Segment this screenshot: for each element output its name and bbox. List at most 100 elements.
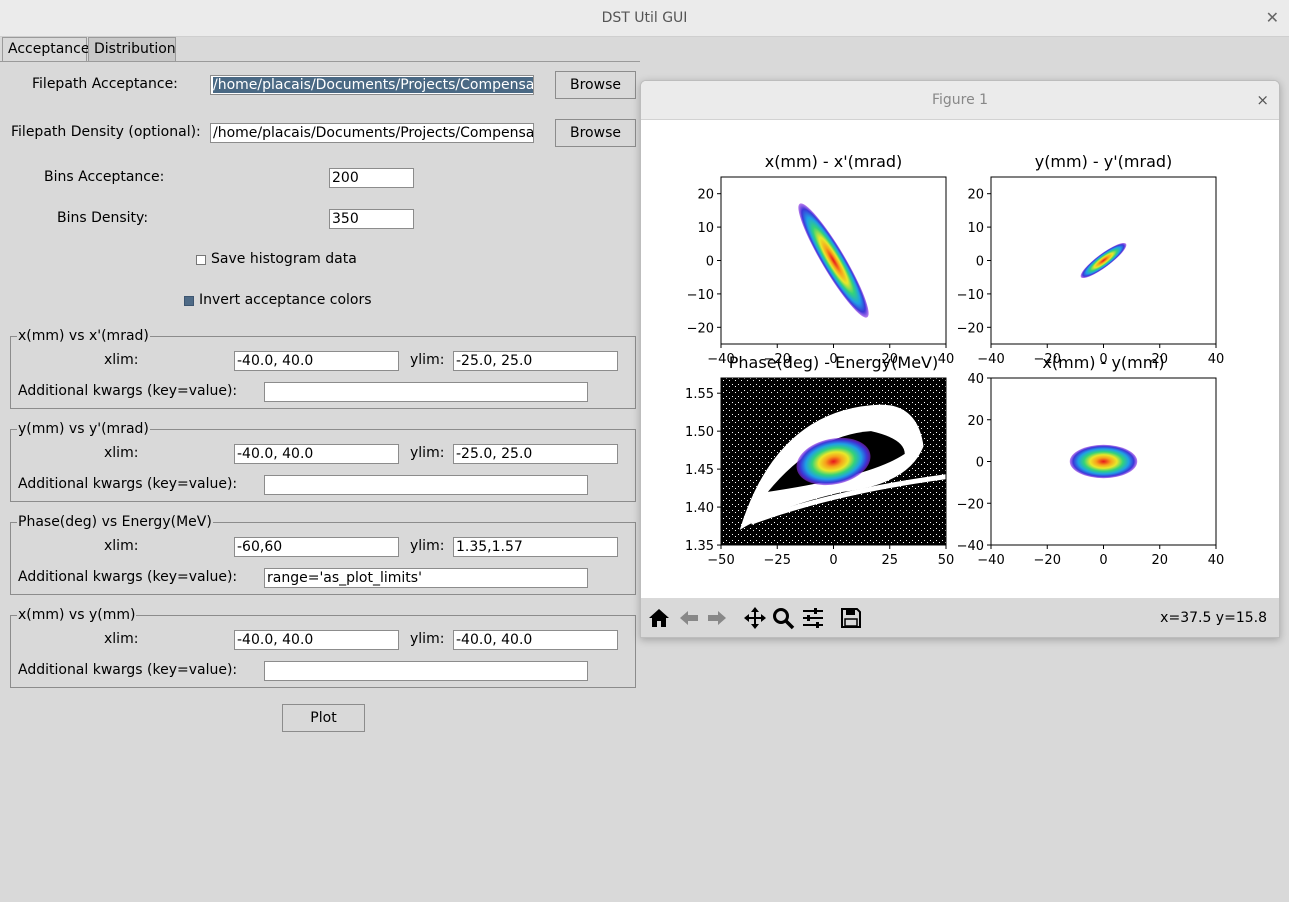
group-x-xp: x(mm) vs x'(mrad) <box>10 328 636 409</box>
x-tick-label: 0 <box>1099 352 1107 367</box>
xlim-input[interactable]: -40.0, 40.0 <box>234 444 399 464</box>
ylim-label: ylim: <box>410 445 445 461</box>
ylim-input[interactable]: 1.35,1.57 <box>453 537 618 557</box>
xlim-label: xlim: <box>104 445 139 461</box>
x-tick-label: −20 <box>1034 553 1061 568</box>
bins-density-input[interactable]: 350 <box>329 209 414 229</box>
beam-distribution <box>798 203 869 318</box>
axes-title: x(mm) - x'(mrad) <box>765 152 903 171</box>
y-tick-label: 10 <box>967 221 984 236</box>
window-title: DST Util GUI <box>601 10 688 26</box>
x-tick-label: 20 <box>881 352 898 367</box>
kwargs-input[interactable] <box>264 475 588 495</box>
x-tick-label: −20 <box>764 352 791 367</box>
y-tick-label: 40 <box>967 372 984 387</box>
y-tick-label: −40 <box>957 539 984 554</box>
bins-acceptance-input[interactable]: 200 <box>329 168 414 188</box>
kwargs-label: Additional kwargs (key=value): <box>18 569 238 585</box>
invert-colors-label: Invert acceptance colors <box>199 292 372 308</box>
acceptance-tail <box>750 474 947 525</box>
filepath-acceptance-input[interactable]: /home/placais/Documents/Projects/Compens… <box>210 75 534 95</box>
y-tick-label: 1.55 <box>685 387 714 402</box>
y-tick-label: 10 <box>697 221 714 236</box>
x-tick-label: −40 <box>977 352 1004 367</box>
window-close-icon[interactable]: ✕ <box>1265 8 1279 27</box>
y-tick-label: −10 <box>687 288 714 303</box>
y-tick-label: −20 <box>957 497 984 512</box>
beam-distribution <box>796 437 871 486</box>
y-tick-label: 20 <box>967 414 984 429</box>
filepath-acceptance-value: /home/placais/Documents/Projects/Compens… <box>213 77 533 93</box>
kwargs-input[interactable]: range='as_plot_limits' <box>264 568 588 588</box>
browse-density-button[interactable]: Browse <box>555 119 636 147</box>
ylim-input[interactable]: -25.0, 25.0 <box>453 444 618 464</box>
group-title: x(mm) vs y(mm) <box>17 607 137 623</box>
y-tick-label: 1.40 <box>685 501 714 516</box>
tab-acceptance[interactable]: Acceptance <box>2 37 89 62</box>
invert-colors-checkbox[interactable] <box>184 296 194 306</box>
x-tick-label: 0 <box>829 553 837 568</box>
y-tick-label: 1.50 <box>685 425 714 440</box>
group-x-y: x(mm) vs y(mm) <box>10 607 636 688</box>
forward-arrow-icon[interactable] <box>705 606 729 630</box>
xlim-label: xlim: <box>104 352 139 368</box>
y-tick-label: −20 <box>687 321 714 336</box>
kwargs-label: Additional kwargs (key=value): <box>18 383 238 399</box>
x-tick-label: 20 <box>1151 553 1168 568</box>
group-title: x(mm) vs x'(mrad) <box>17 328 150 344</box>
beam-distribution <box>1080 242 1127 279</box>
ylim-input[interactable]: -40.0, 40.0 <box>453 630 618 650</box>
axes-title: x(mm) - y(mm) <box>1042 353 1164 372</box>
save-histogram-label: Save histogram data <box>211 251 357 267</box>
figure-titlebar: Figure 1 × <box>641 81 1279 120</box>
xlim-input[interactable]: -40.0, 40.0 <box>234 630 399 650</box>
group-title: Phase(deg) vs Energy(MeV) <box>17 514 213 530</box>
xlim-input[interactable]: -60,60 <box>234 537 399 557</box>
pan-icon[interactable] <box>743 606 767 630</box>
window-titlebar: DST Util GUI ✕ <box>0 0 1289 37</box>
home-icon[interactable] <box>647 606 671 630</box>
figure-toolbar: x=37.5 y=15.8 <box>641 598 1279 637</box>
browse-acceptance-button[interactable]: Browse <box>555 71 636 99</box>
x-tick-label: −40 <box>977 553 1004 568</box>
save-histogram-checkbox[interactable] <box>196 255 206 265</box>
axes-title: y(mm) - y'(mrad) <box>1035 152 1173 171</box>
x-tick-label: −40 <box>707 352 734 367</box>
y-tick-label: 1.35 <box>685 539 714 554</box>
zoom-icon[interactable] <box>771 606 795 630</box>
filepath-acceptance-label: Filepath Acceptance: <box>32 76 178 92</box>
ylim-label: ylim: <box>410 352 445 368</box>
ylim-input[interactable]: -25.0, 25.0 <box>453 351 618 371</box>
kwargs-input[interactable] <box>264 661 588 681</box>
figure-title: Figure 1 <box>931 92 989 108</box>
back-arrow-icon[interactable] <box>677 606 701 630</box>
figure-window: Figure 1 × x(mm) - x'(mrad) −40 −20 0 20 40 20… <box>640 80 1280 638</box>
kwargs-label: Additional kwargs (key=value): <box>18 476 238 492</box>
configure-subplots-icon[interactable] <box>801 606 825 630</box>
xlim-input[interactable]: -40.0, 40.0 <box>234 351 399 371</box>
x-tick-label: 0 <box>1099 553 1107 568</box>
tab-distribution[interactable]: Distribution <box>88 37 176 62</box>
group-phase-energy: Phase(deg) vs Energy(MeV) <box>10 514 636 595</box>
x-tick-label: −50 <box>707 553 734 568</box>
figure-canvas[interactable]: x(mm) - x'(mrad) −40 −20 0 20 40 20 10 0 −10 −20 y(… <box>641 119 1279 597</box>
beam-distribution <box>1069 444 1138 479</box>
x-tick-label: 0 <box>829 352 837 367</box>
kwargs-input[interactable] <box>264 382 588 402</box>
save-icon[interactable] <box>839 606 863 630</box>
kwargs-label: Additional kwargs (key=value): <box>18 662 238 678</box>
tab-divider <box>0 61 640 62</box>
y-tick-label: −10 <box>957 288 984 303</box>
plot-button[interactable]: Plot <box>282 704 365 732</box>
group-title: y(mm) vs y'(mrad) <box>17 421 150 437</box>
x-tick-label: 40 <box>1208 352 1225 367</box>
y-tick-label: 0 <box>706 255 714 270</box>
axes-title: Phase(deg) - Energy(MeV) <box>729 353 938 372</box>
figure-close-icon[interactable]: × <box>1256 91 1269 109</box>
y-tick-label: 20 <box>967 188 984 203</box>
x-tick-label: −25 <box>764 553 791 568</box>
xlim-label: xlim: <box>104 538 139 554</box>
cursor-coordinates: x=37.5 y=15.8 <box>1160 610 1267 626</box>
filepath-density-input[interactable]: /home/placais/Documents/Projects/Compens… <box>210 123 534 143</box>
x-tick-label: 40 <box>1208 553 1225 568</box>
